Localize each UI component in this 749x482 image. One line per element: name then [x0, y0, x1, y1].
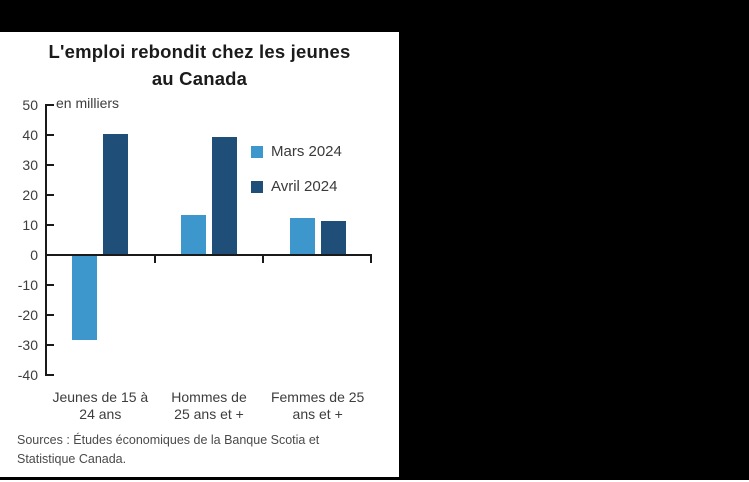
bar	[212, 137, 237, 254]
y-tick-mark	[45, 134, 54, 136]
y-tick-label: -30	[17, 337, 38, 353]
chart-panel: L'emploi rebondit chez les jeunes au Can…	[0, 32, 399, 477]
x-axis-end-hook	[370, 256, 372, 263]
legend: Mars 2024 Avril 2024	[251, 142, 342, 212]
y-tick-label: -40	[17, 367, 38, 383]
x-category-label: Hommes de 25 ans et +	[144, 389, 274, 423]
source-note: Sources : Études économiques de la Banqu…	[17, 431, 397, 468]
x-tick-mark	[262, 256, 265, 263]
x-category-label: Jeunes de 15 à 24 ans	[35, 389, 165, 423]
x-category-label-line: 25 ans et +	[174, 406, 244, 422]
legend-item-avril-2024: Avril 2024	[251, 177, 342, 196]
y-tick-mark	[45, 284, 54, 286]
legend-swatch-icon	[251, 180, 263, 193]
y-tick-label: 0	[30, 247, 38, 263]
x-category-label-line: Hommes de	[171, 389, 247, 405]
y-tick-label: 10	[22, 217, 38, 233]
x-axis-zero-line	[45, 254, 372, 256]
chart-title-line2: au Canada	[151, 68, 248, 89]
bar	[289, 218, 315, 254]
source-note-line2: Statistique Canada.	[17, 451, 127, 466]
x-category-label-line: ans et +	[292, 406, 343, 422]
y-axis-unit-label: en milliers	[56, 95, 120, 111]
bar	[181, 215, 206, 254]
x-category-label-line: Femmes de 25	[270, 389, 365, 405]
legend-label: Avril 2024	[271, 178, 338, 195]
y-axis-line	[45, 104, 47, 376]
x-category-label: Femmes de 25 ans et +	[253, 389, 383, 423]
x-category-label-line: Jeunes de 15 à	[52, 389, 149, 405]
y-tick-mark	[45, 194, 54, 196]
y-tick-label: 30	[22, 157, 38, 173]
y-tick-label: 20	[22, 187, 38, 203]
bar	[103, 134, 129, 254]
y-tick-label: -20	[17, 307, 38, 323]
y-tick-mark	[45, 224, 54, 226]
chart-title: L'emploi rebondit chez les jeunes au Can…	[0, 38, 399, 92]
bar	[72, 256, 98, 340]
bar	[320, 221, 346, 254]
legend-label: Mars 2024	[271, 143, 342, 160]
y-tick-mark	[45, 314, 54, 316]
y-tick-mark	[45, 344, 54, 346]
y-tick-label: 50	[22, 97, 38, 113]
x-category-label-line: 24 ans	[79, 406, 122, 422]
y-tick-mark	[45, 374, 54, 376]
y-tick-mark	[45, 104, 54, 106]
y-tick-mark	[45, 164, 54, 166]
y-tick-label: 40	[22, 127, 38, 143]
x-tick-mark	[153, 256, 156, 263]
legend-swatch-icon	[251, 145, 263, 158]
legend-item-mars-2024: Mars 2024	[251, 142, 342, 161]
chart-title-line1: L'emploi rebondit chez les jeunes	[48, 41, 351, 62]
source-note-line1: Sources : Études économiques de la Banqu…	[17, 433, 320, 447]
y-tick-label: -10	[17, 277, 38, 293]
bottom-edge-sliver	[0, 480, 749, 482]
